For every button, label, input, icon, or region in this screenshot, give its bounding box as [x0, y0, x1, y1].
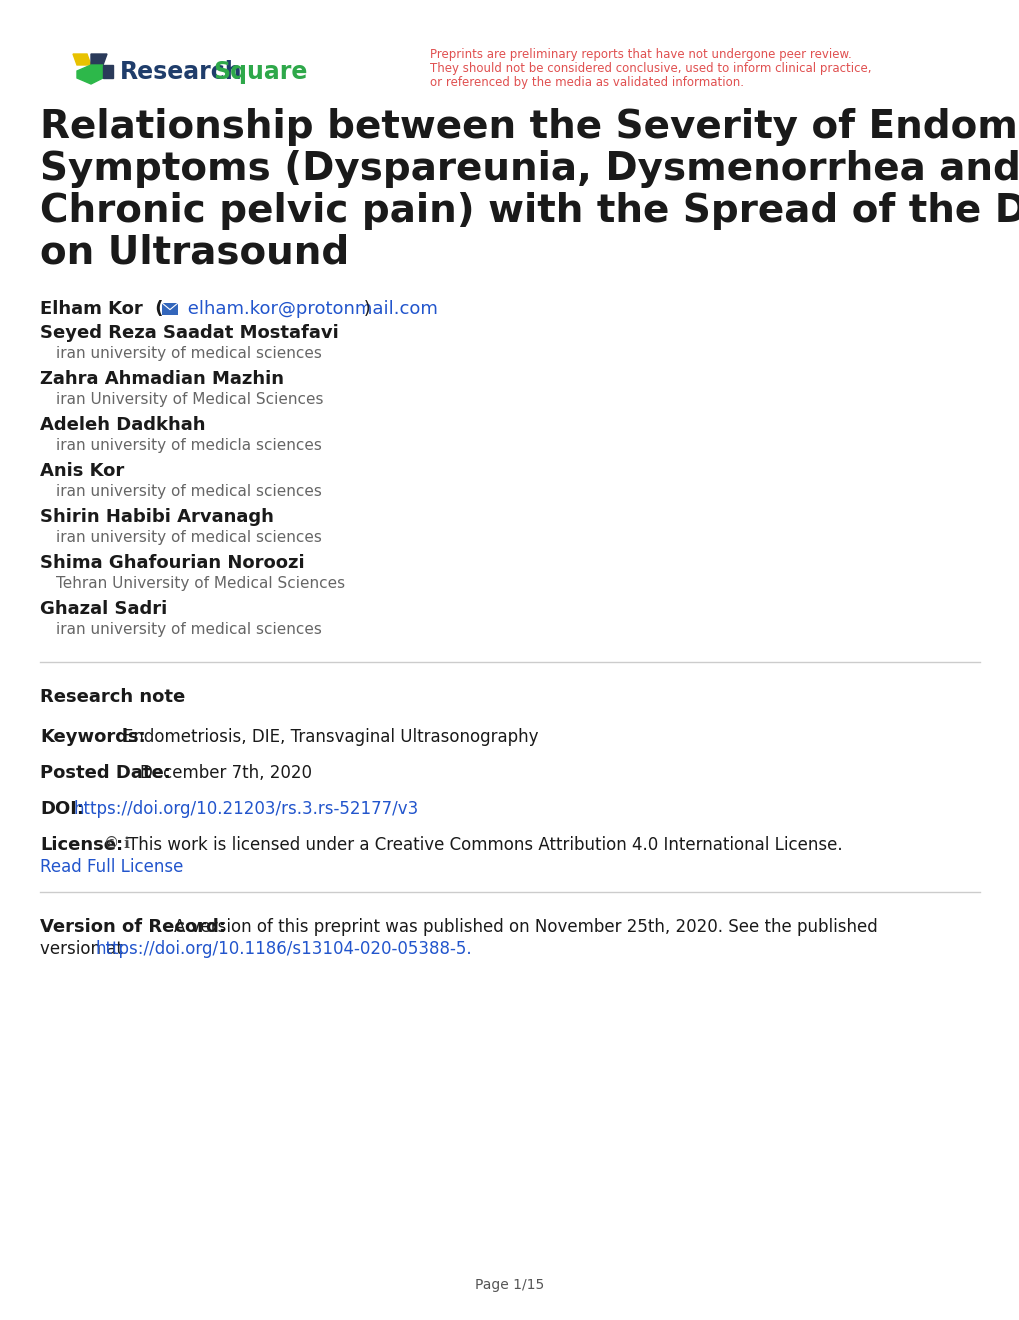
- Text: Page 1/15: Page 1/15: [475, 1278, 544, 1292]
- Text: iran University of Medical Sciences: iran University of Medical Sciences: [56, 392, 323, 407]
- Text: version at: version at: [40, 940, 128, 958]
- Text: Research note: Research note: [40, 688, 185, 706]
- Text: A version of this preprint was published on November 25th, 2020. See the publish: A version of this preprint was published…: [174, 917, 877, 936]
- Text: https://doi.org/10.21203/rs.3.rs-52177/v3: https://doi.org/10.21203/rs.3.rs-52177/v…: [74, 800, 419, 818]
- Text: Endometriosis, DIE, Transvaginal Ultrasonography: Endometriosis, DIE, Transvaginal Ultraso…: [123, 729, 538, 746]
- Polygon shape: [76, 65, 103, 84]
- Text: ): ): [358, 300, 370, 318]
- Text: Elham Kor  (: Elham Kor (: [40, 300, 163, 318]
- Text: Zahra Ahmadian Mazhin: Zahra Ahmadian Mazhin: [40, 370, 283, 388]
- Text: iran university of medical sciences: iran university of medical sciences: [56, 531, 322, 545]
- Text: or referenced by the media as validated information.: or referenced by the media as validated …: [430, 77, 743, 88]
- Text: Preprints are preliminary reports that have not undergone peer review.: Preprints are preliminary reports that h…: [430, 48, 851, 61]
- Text: https://doi.org/10.1186/s13104-020-05388-5.: https://doi.org/10.1186/s13104-020-05388…: [96, 940, 472, 958]
- Text: Anis Kor: Anis Kor: [40, 462, 124, 480]
- Text: Symptoms (Dyspareunia, Dysmenorrhea and: Symptoms (Dyspareunia, Dysmenorrhea and: [40, 150, 1019, 187]
- Text: Ghazal Sadri: Ghazal Sadri: [40, 601, 167, 618]
- Text: Adeleh Dadkhah: Adeleh Dadkhah: [40, 416, 205, 434]
- Text: elham.kor@protonmail.com: elham.kor@protonmail.com: [181, 300, 437, 318]
- Text: © ℹ: © ℹ: [104, 836, 129, 851]
- Text: Version of Record:: Version of Record:: [40, 917, 226, 936]
- Text: December 7th, 2020: December 7th, 2020: [140, 764, 312, 781]
- Text: Tehran University of Medical Sciences: Tehran University of Medical Sciences: [56, 576, 344, 591]
- Text: iran university of medical sciences: iran university of medical sciences: [56, 346, 322, 360]
- Text: Shima Ghafourian Noroozi: Shima Ghafourian Noroozi: [40, 554, 305, 572]
- Polygon shape: [73, 54, 91, 65]
- Text: This work is licensed under a Creative Commons Attribution 4.0 International Lic: This work is licensed under a Creative C…: [127, 836, 842, 854]
- Text: iran university of medicla sciences: iran university of medicla sciences: [56, 438, 322, 453]
- Text: Seyed Reza Saadat Mostafavi: Seyed Reza Saadat Mostafavi: [40, 323, 338, 342]
- Text: Relationship between the Severity of Endometriosis: Relationship between the Severity of End…: [40, 108, 1019, 147]
- FancyBboxPatch shape: [162, 304, 178, 315]
- Text: License:: License:: [40, 836, 123, 854]
- Text: iran university of medical sciences: iran university of medical sciences: [56, 622, 322, 638]
- Text: Posted Date:: Posted Date:: [40, 764, 171, 781]
- Text: on Ultrasound: on Ultrasound: [40, 234, 348, 272]
- Text: Square: Square: [213, 59, 307, 84]
- Text: Chronic pelvic pain) with the Spread of the Disease: Chronic pelvic pain) with the Spread of …: [40, 191, 1019, 230]
- Polygon shape: [91, 54, 107, 65]
- Polygon shape: [103, 65, 113, 78]
- Text: Research: Research: [120, 59, 243, 84]
- Text: DOI:: DOI:: [40, 800, 84, 818]
- Text: Keywords:: Keywords:: [40, 729, 146, 746]
- Text: Read Full License: Read Full License: [40, 858, 183, 876]
- Text: iran university of medical sciences: iran university of medical sciences: [56, 484, 322, 499]
- Text: They should not be considered conclusive, used to inform clinical practice,: They should not be considered conclusive…: [430, 62, 870, 75]
- Text: Shirin Habibi Arvanagh: Shirin Habibi Arvanagh: [40, 508, 274, 525]
